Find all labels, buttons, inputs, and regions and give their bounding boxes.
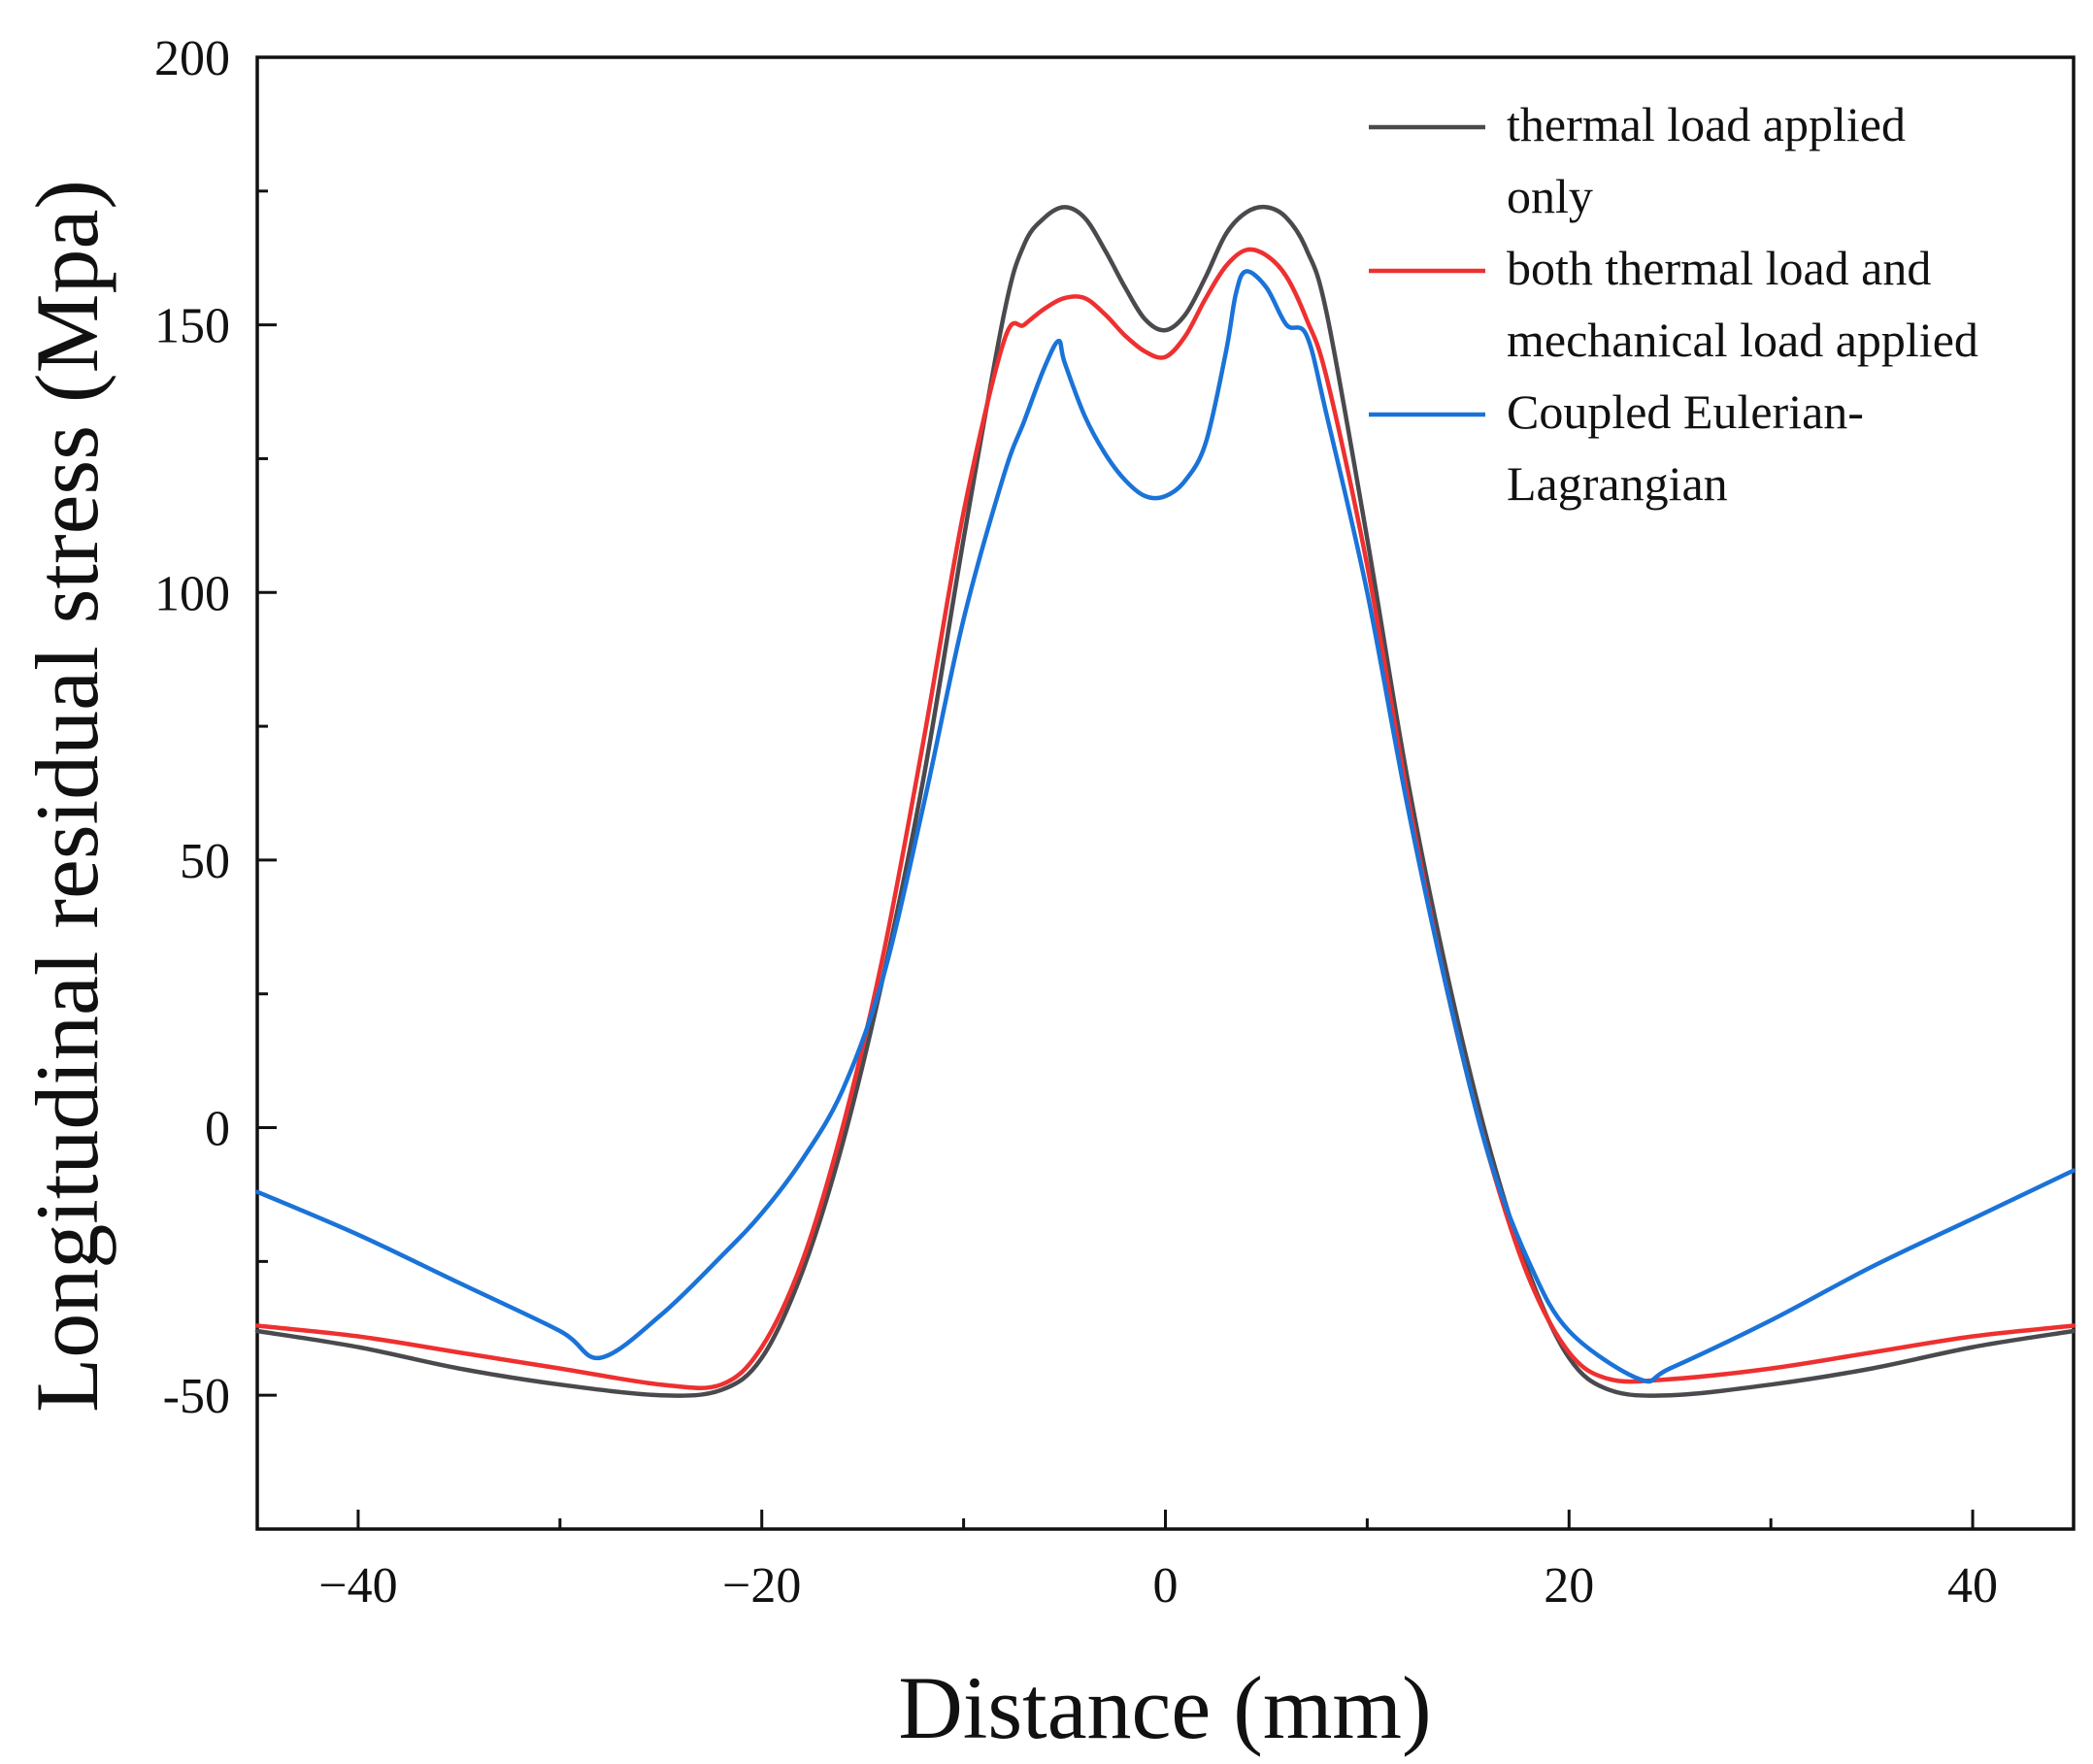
x-tick-label: −20 bbox=[722, 1558, 801, 1614]
series-layer bbox=[254, 204, 2076, 1398]
legend-label-3: Lagrangian bbox=[1507, 456, 1728, 511]
y-axis-title: Longitudinal residual stress (Mpa) bbox=[17, 180, 116, 1413]
y-tick-label: 150 bbox=[154, 299, 230, 354]
legend-label-2: mechanical load applied bbox=[1507, 313, 1978, 367]
y-tick-label: 50 bbox=[180, 834, 230, 889]
y-axis-ticks: -50 0 50 100 150 200 bbox=[154, 31, 277, 1531]
legend-label-1: thermal load applied bbox=[1507, 97, 1906, 151]
x-axis-title: Distance (mm) bbox=[898, 1658, 1431, 1757]
x-tick-label: −40 bbox=[318, 1558, 397, 1614]
x-axis-ticks: −40 −20 0 20 40 bbox=[318, 1510, 1998, 1614]
legend-label-3: Coupled Eulerian- bbox=[1507, 384, 1864, 439]
x-tick-label: 0 bbox=[1153, 1558, 1179, 1614]
legend: thermal load applied only both thermal loa… bbox=[1369, 97, 1978, 511]
y-tick-label: 200 bbox=[154, 31, 230, 86]
x-tick-label: 40 bbox=[1947, 1558, 1998, 1614]
legend-label-1: only bbox=[1507, 169, 1593, 223]
x-tick-label: 20 bbox=[1544, 1558, 1594, 1614]
y-tick-label: -50 bbox=[163, 1369, 230, 1424]
y-tick-label: 100 bbox=[154, 566, 230, 621]
legend-label-2: both thermal load and bbox=[1507, 241, 1931, 295]
series-line-2 bbox=[254, 247, 2076, 1390]
y-tick-label: 0 bbox=[205, 1102, 230, 1157]
series-line-3 bbox=[254, 269, 2076, 1384]
